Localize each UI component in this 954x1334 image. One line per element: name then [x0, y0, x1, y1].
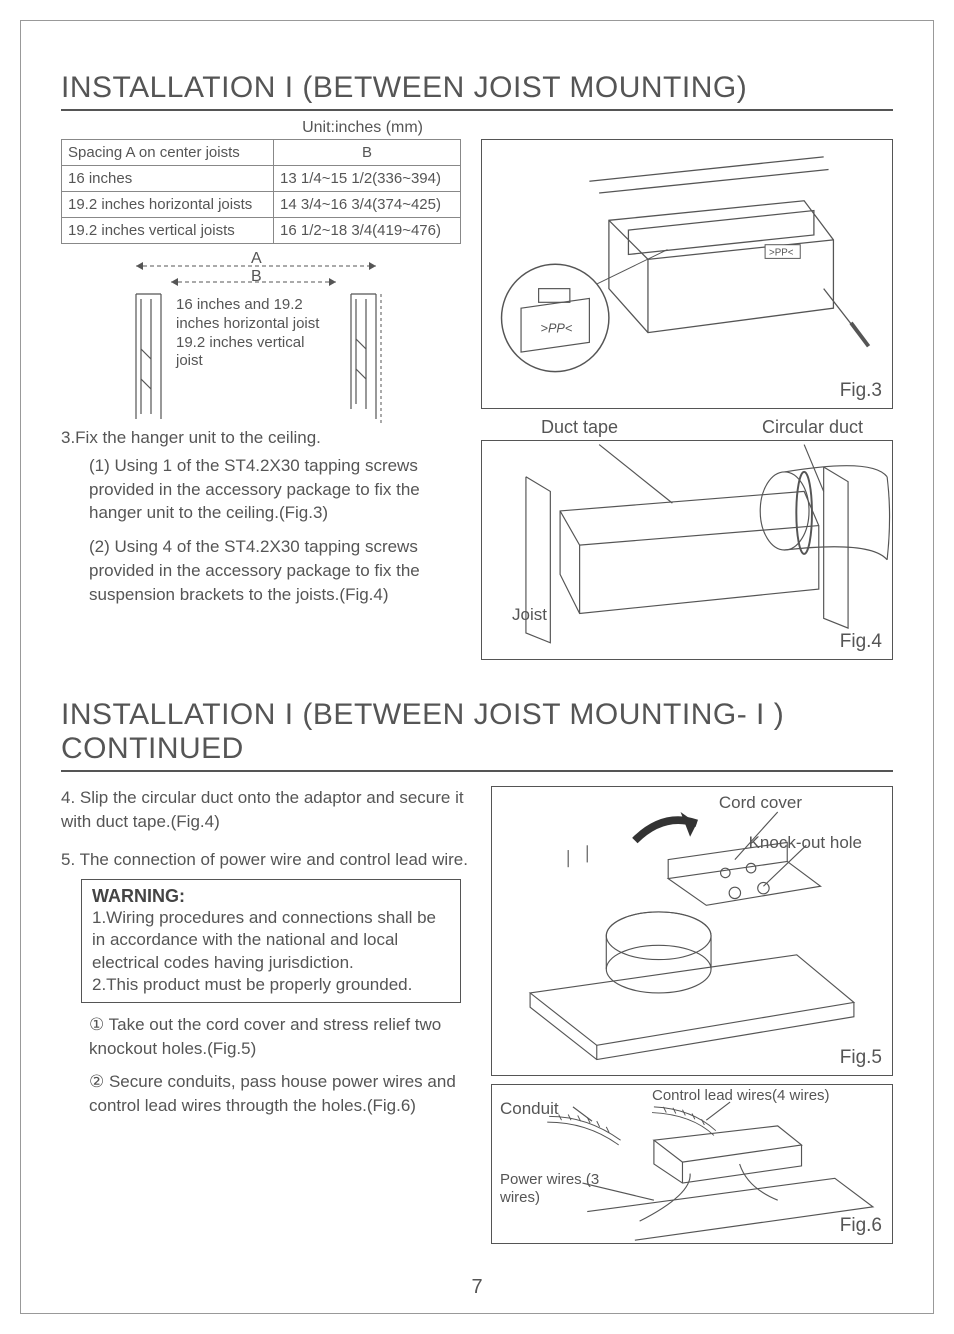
section1-title: INSTALLATION I (BETWEEN JOIST MOUNTING) — [61, 71, 893, 111]
svg-text:>PP<: >PP< — [769, 247, 794, 258]
step3-1: (1) Using 1 of the ST4.2X30 tapping scre… — [61, 454, 461, 525]
dim-label-b: B — [251, 268, 262, 286]
fig6-label-power-wires: Power wires (3 wires) — [500, 1171, 600, 1207]
section2-left: 4. Slip the circular duct onto the adapt… — [61, 786, 471, 1252]
warning-item-2: 2.This product must be properly grounded… — [92, 974, 450, 996]
joist-diagram-text: 16 inches and 19.2 inches horizontal joi… — [176, 296, 326, 371]
fig4-label-duct-tape: Duct tape — [541, 417, 618, 438]
step4: 4. Slip the circular duct onto the adapt… — [61, 786, 471, 834]
fig6-label-control-lead: Control lead wires(4 wires) — [652, 1087, 830, 1104]
figure-4: Joist Fig.4 — [481, 440, 893, 660]
pp-label: >PP< — [541, 322, 573, 336]
spacing-table: Spacing A on center joists B 16 inches 1… — [61, 139, 461, 244]
fig6-label-conduit: Conduit — [500, 1099, 559, 1119]
fig5-caption: Fig.5 — [840, 1047, 882, 1069]
fig5-label-cord-cover: Cord cover — [719, 793, 802, 813]
table-row: 19.2 inches horizontal joists 14 3/4~16 … — [62, 192, 461, 218]
figure-6: Conduit Control lead wires(4 wires) Powe… — [491, 1084, 893, 1244]
table-header-a: Spacing A on center joists — [62, 140, 274, 166]
warning-box: WARNING: 1.Wiring procedures and connect… — [81, 879, 461, 1002]
step3-heading: 3.Fix the hanger unit to the ceiling. — [61, 426, 461, 450]
page-frame: INSTALLATION I (BETWEEN JOIST MOUNTING) … — [20, 20, 934, 1314]
fig4-label-circular-duct: Circular duct — [762, 417, 863, 438]
section2-columns: 4. Slip the circular duct onto the adapt… — [61, 786, 893, 1252]
step3-block: 3.Fix the hanger unit to the ceiling. (1… — [61, 426, 461, 607]
fig6-caption: Fig.6 — [840, 1215, 882, 1237]
fig4-label-joist: Joist — [512, 605, 547, 625]
table-row: 19.2 inches vertical joists 16 1/2~18 3/… — [62, 218, 461, 244]
fig5-label-knockout: Knock-out hole — [749, 833, 862, 853]
table-row: 16 inches 13 1/4~15 1/2(336~394) — [62, 166, 461, 192]
section1-right: >PP< >PP< Fig.3 Duct tape Circular duct — [481, 139, 893, 668]
table-cell: 13 1/4~15 1/2(336~394) — [274, 166, 461, 192]
table-header-b: B — [274, 140, 461, 166]
section2-title: INSTALLATION I (BETWEEN JOIST MOUNTING- … — [61, 698, 893, 772]
section1-left: Spacing A on center joists B 16 inches 1… — [61, 139, 461, 668]
figure-3: >PP< >PP< Fig.3 — [481, 139, 893, 409]
table-cell: 16 1/2~18 3/4(419~476) — [274, 218, 461, 244]
section1-columns: Spacing A on center joists B 16 inches 1… — [61, 139, 893, 668]
page-number: 7 — [471, 1276, 482, 1299]
step5: 5. The connection of power wire and cont… — [61, 848, 471, 872]
substep-2: ② Secure conduits, pass house power wire… — [61, 1070, 471, 1118]
table-cell: 16 inches — [62, 166, 274, 192]
table-cell: 19.2 inches vertical joists — [62, 218, 274, 244]
table-cell: 19.2 inches horizontal joists — [62, 192, 274, 218]
fig4-caption: Fig.4 — [840, 631, 882, 653]
joist-diagram: A B 16 inches and 19.2 inches horizontal… — [121, 254, 401, 414]
warning-title: WARNING: — [92, 886, 450, 907]
dim-label-a: A — [251, 250, 262, 268]
table-cell: 14 3/4~16 3/4(374~425) — [274, 192, 461, 218]
unit-label: Unit:inches (mm) — [61, 119, 893, 137]
figure-5: Cord cover Knock-out hole Fig.5 — [491, 786, 893, 1076]
fig3-caption: Fig.3 — [840, 380, 882, 402]
step3-2: (2) Using 4 of the ST4.2X30 tapping scre… — [61, 535, 461, 606]
section2-right: Cord cover Knock-out hole Fig.5 — [491, 786, 893, 1252]
warning-item-1: 1.Wiring procedures and connections shal… — [92, 907, 450, 973]
substep-1: ① Take out the cord cover and stress rel… — [61, 1013, 471, 1061]
